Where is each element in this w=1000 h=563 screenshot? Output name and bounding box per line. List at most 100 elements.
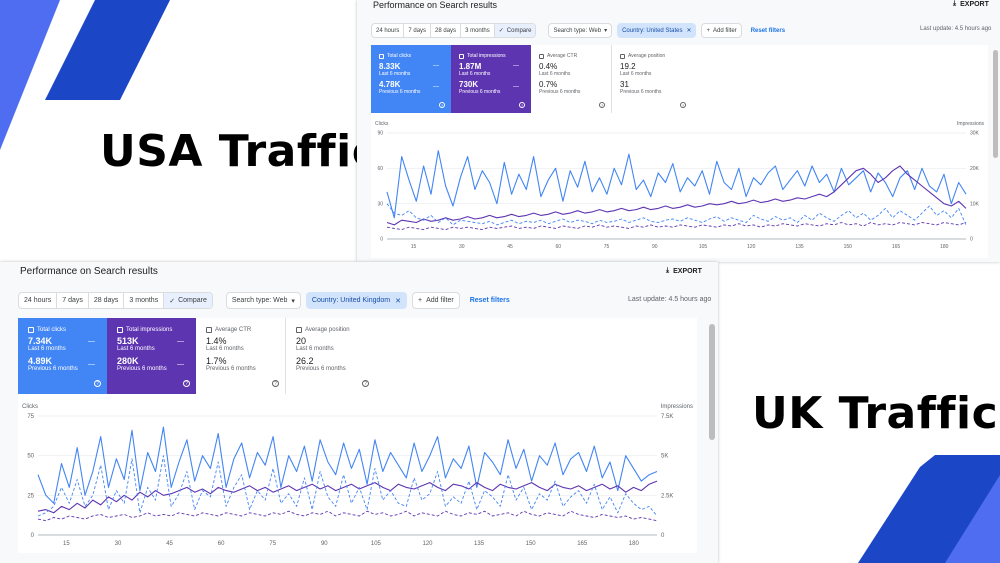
series-clicks: [386, 150, 967, 219]
metric-total-clicks[interactable]: Total clicks 8.33K Last 6 months 4.78K P…: [371, 45, 451, 113]
x-tick-label: 135: [795, 244, 804, 250]
y-axis-label-left: Clicks: [375, 121, 389, 127]
metric-value: 513K: [117, 336, 139, 346]
x-tick-label: 45: [507, 244, 513, 250]
metric-label: Average position: [628, 53, 666, 59]
metric-average-ctr[interactable]: Average CTR 1.4% Last 6 months 1.7% Prev…: [196, 318, 285, 394]
help-icon[interactable]: ?: [599, 102, 605, 108]
export-button[interactable]: ⤓ EXPORT: [666, 267, 702, 275]
help-icon[interactable]: ?: [183, 380, 190, 387]
x-tick-label: 180: [940, 244, 949, 250]
metric-period-previous: Previous 6 months: [379, 89, 421, 95]
x-tick-label: 15: [411, 244, 417, 250]
metric-value-previous: 4.89K: [28, 356, 53, 366]
date-range-24-hours[interactable]: 24 hours: [372, 24, 405, 37]
date-range-7-days[interactable]: 7 days: [57, 293, 89, 308]
metric-average-position[interactable]: Average position 19.2 Last 6 months 31 P…: [611, 45, 691, 113]
series-impressions: [37, 480, 658, 514]
search-type-label: Search type: Web: [553, 27, 602, 34]
date-range-3-months[interactable]: 3 months: [124, 293, 165, 308]
x-tick-label: 75: [604, 244, 610, 250]
close-icon[interactable]: ✕: [686, 28, 692, 34]
date-range-24-hours[interactable]: 24 hours: [19, 293, 58, 308]
compare-label: Compare: [506, 27, 532, 34]
dash-icon: —: [513, 63, 519, 69]
help-icon[interactable]: ?: [439, 102, 445, 108]
compare-toggle[interactable]: ✓ Compare: [164, 293, 212, 308]
dash-icon: —: [433, 63, 439, 69]
y-tick-label-left: 50: [27, 454, 34, 460]
metric-value: 19.2: [620, 62, 636, 71]
y-tick-label-right: 2.5K: [661, 493, 673, 499]
export-button[interactable]: ⤓ EXPORT: [953, 0, 989, 8]
country-filter-chip[interactable]: Country: United Kingdom ✕: [305, 292, 407, 309]
metric-total-clicks[interactable]: Total clicks 7.34K Last 6 months 4.89K P…: [18, 318, 107, 394]
scrollbar[interactable]: [993, 50, 998, 158]
search-type-label: Search type: Web: [231, 297, 288, 304]
metric-value-previous: 280K: [117, 356, 139, 366]
metric-value: 20: [296, 336, 307, 346]
compare-toggle[interactable]: ✓ Compare: [494, 24, 536, 37]
date-range-7-days[interactable]: 7 days: [404, 24, 432, 37]
checkbox-checked-icon: [28, 327, 34, 333]
x-tick-label: 105: [699, 244, 708, 250]
search-type-dropdown[interactable]: Search type: Web ▾: [548, 23, 613, 38]
date-range-28-days[interactable]: 28 days: [89, 293, 125, 308]
compare-label: Compare: [178, 297, 207, 304]
y-tick-label-left: 90: [377, 131, 383, 137]
help-icon[interactable]: ?: [680, 102, 686, 108]
add-filter-button[interactable]: + Add filter: [701, 23, 742, 38]
dash-icon: —: [433, 84, 439, 90]
metric-label: Total clicks: [387, 53, 412, 59]
reset-filters-link[interactable]: Reset filters: [469, 297, 510, 304]
close-icon[interactable]: ✕: [395, 297, 401, 305]
help-icon[interactable]: ?: [94, 380, 101, 387]
metric-average-position[interactable]: Average position 20 Last 6 months 26.2 P…: [285, 318, 374, 394]
plus-icon: +: [706, 27, 710, 34]
x-tick-label: 45: [166, 541, 173, 547]
metric-period: Last 6 months: [459, 71, 491, 77]
checkbox-unchecked-icon: [620, 53, 625, 59]
add-filter-button[interactable]: + Add filter: [412, 292, 460, 309]
series-clicks: [37, 426, 658, 504]
metrics-and-chart-card: Total clicks 8.33K Last 6 months 4.78K P…: [371, 45, 988, 258]
series-clicks-previous: [386, 203, 967, 226]
y-tick-label-right: 5K: [661, 454, 668, 460]
metric-average-ctr[interactable]: Average CTR 0.4% Last 6 months 0.7% Prev…: [531, 45, 611, 113]
checkbox-unchecked-icon: [206, 327, 212, 333]
y-tick-label-right: 7.5K: [661, 414, 673, 420]
check-icon: ✓: [498, 28, 504, 34]
page-title: Performance on Search results: [373, 0, 498, 10]
x-tick-label: 150: [844, 244, 853, 250]
date-range-3-months[interactable]: 3 months: [461, 24, 495, 37]
x-tick-label: 60: [556, 244, 562, 250]
metric-value-previous: 26.2: [296, 356, 314, 366]
x-tick-label: 120: [747, 244, 756, 250]
add-filter-label: Add filter: [426, 297, 454, 304]
metric-total-impressions[interactable]: Total impressions 1.87M Last 6 months 73…: [451, 45, 531, 113]
help-icon[interactable]: ?: [362, 380, 369, 387]
metric-total-impressions[interactable]: Total impressions 513K Last 6 months 280…: [107, 318, 196, 394]
filter-bar: 24 hours 7 days 28 days 3 months ✓ Compar…: [371, 23, 785, 38]
plus-icon: +: [418, 297, 423, 304]
reset-filters-link[interactable]: Reset filters: [750, 27, 786, 34]
date-range-28-days[interactable]: 28 days: [431, 24, 462, 37]
download-icon: ⤓: [666, 267, 670, 274]
x-tick-label: 30: [459, 244, 465, 250]
help-icon[interactable]: ?: [272, 380, 279, 387]
x-tick-label: 60: [218, 541, 225, 547]
dash-icon: —: [513, 84, 519, 90]
y-tick-label-left: 30: [377, 201, 383, 207]
metric-value-previous: 0.7%: [539, 80, 558, 89]
decorative-stripes-bottom-right: [858, 455, 1000, 563]
search-type-dropdown[interactable]: Search type: Web ▾: [225, 292, 301, 309]
country-filter-chip[interactable]: Country: United States ✕: [617, 23, 697, 38]
date-range-selector: 24 hours 7 days 28 days 3 months ✓ Compar…: [371, 23, 537, 38]
usa-performance-panel: Performance on Search results ⤓ EXPORT 24…: [357, 0, 1000, 262]
x-tick-label: 180: [629, 541, 640, 547]
help-icon[interactable]: ?: [519, 102, 525, 108]
metric-period-previous: Previous 6 months: [459, 89, 501, 95]
x-tick-label: 120: [422, 541, 433, 547]
scrollbar[interactable]: [709, 324, 715, 440]
metric-label: Average CTR: [215, 327, 252, 333]
